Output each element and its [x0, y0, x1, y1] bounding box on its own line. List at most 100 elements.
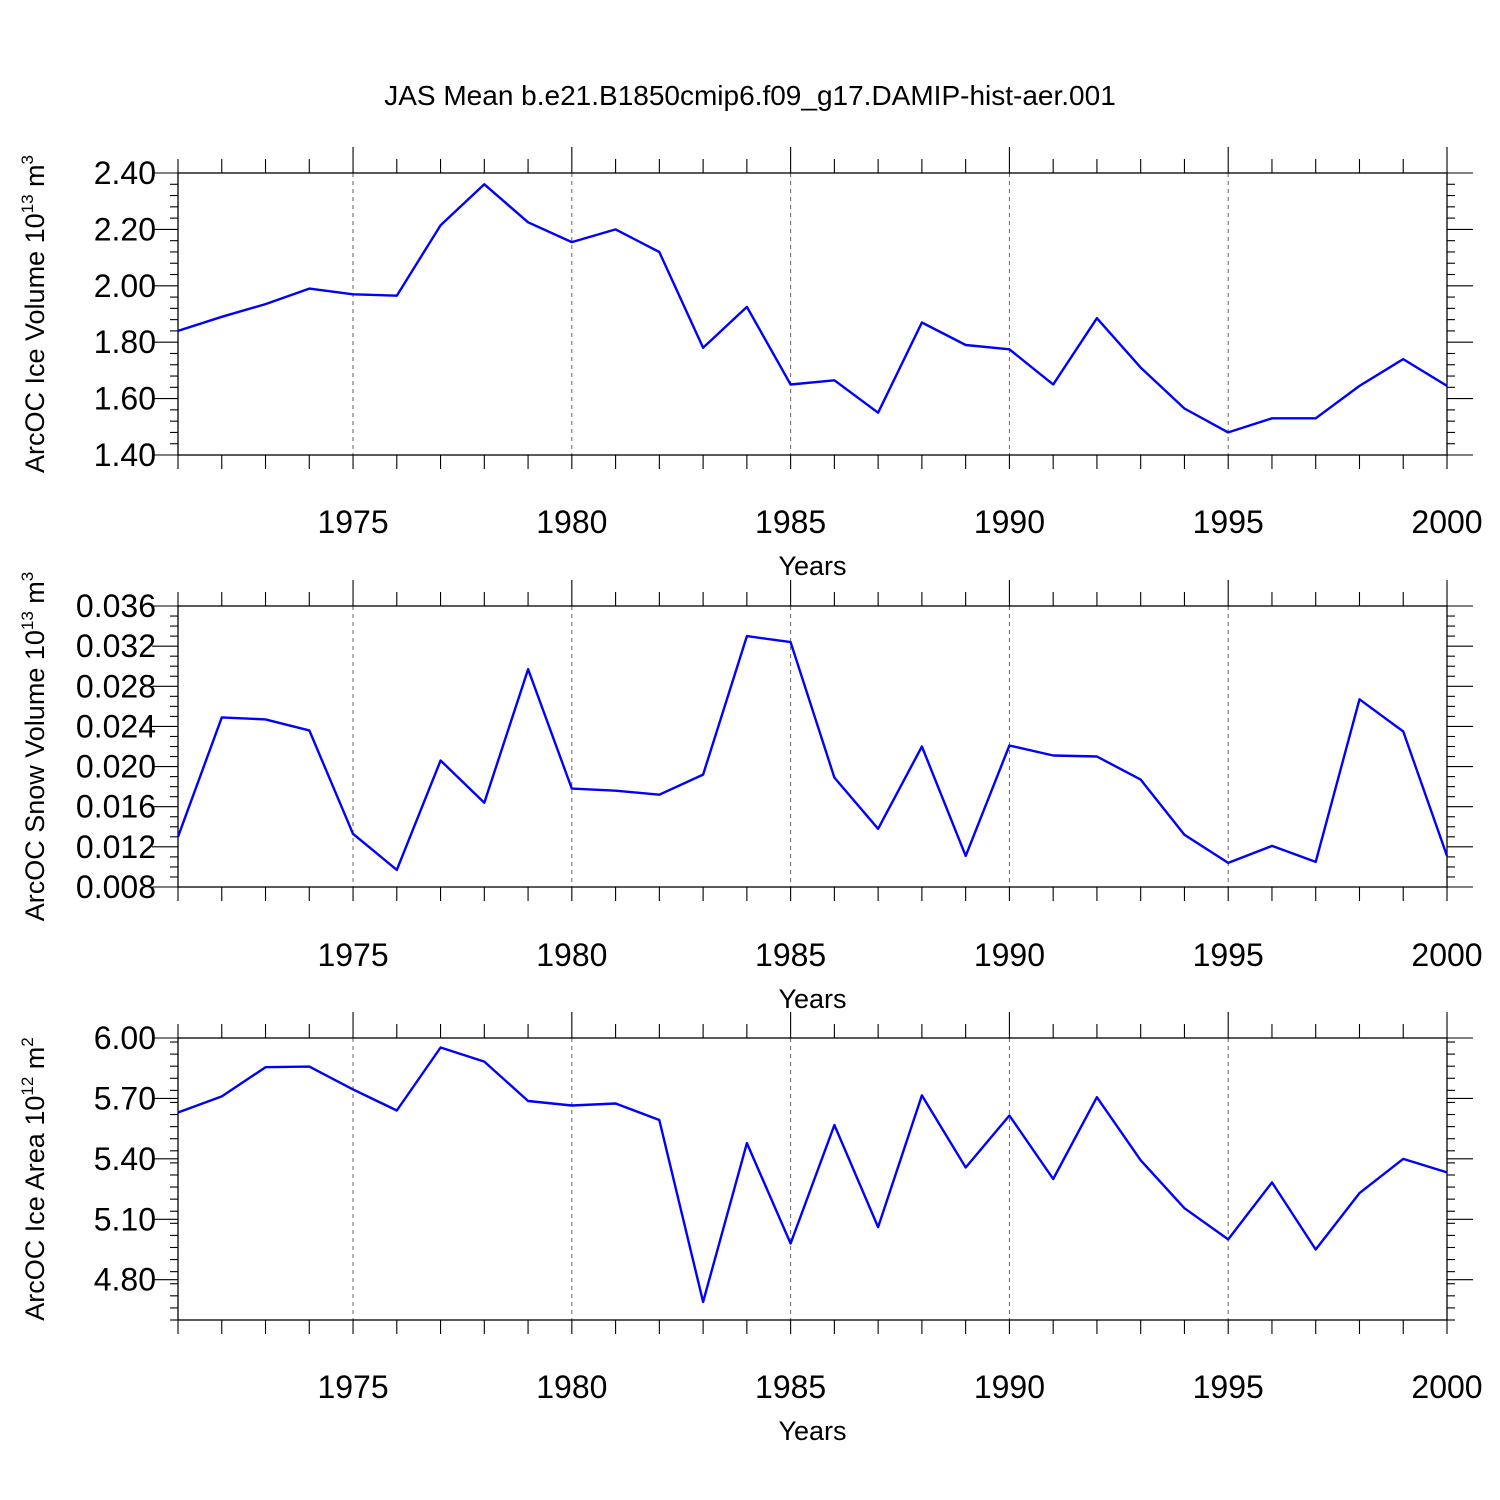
- panel-1: 1975 1980 1985 1990 1995 2000 Years 1.40 1.60 1.8…: [18, 147, 1483, 581]
- data-point: [833, 379, 835, 381]
- data-point: [1096, 755, 1098, 757]
- data-point: [833, 776, 835, 778]
- data-point: [221, 1095, 223, 1097]
- data-point: [702, 347, 704, 349]
- data-point: [1446, 385, 1448, 387]
- data-point: [396, 869, 398, 871]
- plot-frame: [177, 1037, 1448, 1321]
- data-point: [177, 330, 179, 332]
- x-tick-label: 1980: [536, 937, 607, 973]
- series-line: [177, 1046, 1448, 1304]
- data-point: [877, 412, 879, 414]
- y-tick-label: 0.016: [76, 789, 156, 825]
- x-tick-label: 1995: [1193, 1369, 1264, 1405]
- data-point: [658, 1119, 660, 1121]
- y-tick-label: 2.20: [94, 211, 156, 247]
- data-point: [483, 1060, 485, 1062]
- data-point: [702, 1301, 704, 1303]
- x-tick-label: 1990: [974, 1369, 1045, 1405]
- data-point: [1008, 744, 1010, 746]
- data-point: [571, 787, 573, 789]
- y-tick-label: 0.012: [76, 829, 156, 865]
- data-point: [1052, 1178, 1054, 1180]
- data-point: [483, 802, 485, 804]
- data-point: [177, 836, 179, 838]
- figure-title: JAS Mean b.e21.B1850cmip6.f09_g17.DAMIP-…: [384, 80, 1116, 111]
- data-point: [1271, 845, 1273, 847]
- x-tick-label: 2000: [1411, 937, 1482, 973]
- x-tick-label: 1975: [317, 1369, 388, 1405]
- y-tick-label: 5.40: [94, 1141, 156, 1177]
- data-point: [614, 1102, 616, 1104]
- data-point: [1446, 855, 1448, 857]
- data-point: [921, 321, 923, 323]
- panels: 1975 1980 1985 1990 1995 2000 Years 1.40 1.60 1.8…: [18, 147, 1483, 1446]
- data-point: [746, 306, 748, 308]
- data-point: [439, 1046, 441, 1048]
- data-point: [702, 773, 704, 775]
- x-tick-label: 1985: [755, 937, 826, 973]
- x-axis-title: Years: [778, 984, 846, 1014]
- data-point: [1096, 1096, 1098, 1098]
- data-point: [1402, 1158, 1404, 1160]
- x-axis-title: Years: [778, 1416, 846, 1446]
- data-point: [789, 1242, 791, 1244]
- x-tick-label: 1975: [317, 937, 388, 973]
- y-tick-label: 0.024: [76, 708, 156, 744]
- data-point: [833, 1124, 835, 1126]
- y-tick-label: 2.00: [94, 268, 156, 304]
- data-point: [1139, 1159, 1141, 1161]
- data-point: [1271, 417, 1273, 419]
- data-point: [1271, 1181, 1273, 1183]
- data-point: [177, 1111, 179, 1113]
- data-point: [658, 251, 660, 253]
- data-point: [396, 294, 398, 296]
- x-tick-label: 1995: [1193, 504, 1264, 540]
- data-point: [1183, 1207, 1185, 1209]
- data-point: [1183, 407, 1185, 409]
- data-point: [1358, 1192, 1360, 1194]
- data-point: [1358, 385, 1360, 387]
- panel-2: 1975 1980 1985 1990 1995 2000 Years 0.008 0.012 0…: [18, 572, 1483, 1014]
- y-tick-label: 0.036: [76, 588, 156, 624]
- data-point: [1227, 1238, 1229, 1240]
- data-point: [614, 228, 616, 230]
- data-point: [877, 828, 879, 830]
- data-point: [571, 241, 573, 243]
- data-point: [1052, 383, 1054, 385]
- data-point: [1139, 366, 1141, 368]
- y-tick-label: 5.70: [94, 1080, 156, 1116]
- data-point: [439, 759, 441, 761]
- x-tick-label: 2000: [1411, 504, 1482, 540]
- y-tick-label: 1.80: [94, 324, 156, 360]
- data-point: [571, 1104, 573, 1106]
- data-point: [921, 745, 923, 747]
- y-tick-label: 1.40: [94, 437, 156, 473]
- data-point: [352, 1088, 354, 1090]
- y-tick-label: 0.008: [76, 869, 156, 905]
- x-tick-label: 1990: [974, 504, 1045, 540]
- data-point: [1008, 1114, 1010, 1116]
- y-axis-title: ArcOC Snow Volume 1013 m3: [18, 572, 50, 922]
- data-point: [1096, 317, 1098, 319]
- data-point: [1446, 1171, 1448, 1173]
- data-point: [1227, 862, 1229, 864]
- x-tick-label: 1980: [536, 504, 607, 540]
- x-tick-label: 1985: [755, 1369, 826, 1405]
- data-point: [308, 1065, 310, 1067]
- data-point: [439, 224, 441, 226]
- data-point: [964, 855, 966, 857]
- data-point: [221, 716, 223, 718]
- y-tick-label: 6.00: [94, 1020, 156, 1056]
- data-point: [1139, 778, 1141, 780]
- data-point: [1402, 358, 1404, 360]
- y-axis-title: ArcOC Ice Area 1012 m2: [18, 1037, 50, 1321]
- y-tick-label: 5.10: [94, 1201, 156, 1237]
- data-point: [1315, 417, 1317, 419]
- data-point: [1358, 698, 1360, 700]
- y-axis-title: ArcOC Ice Volume 1013 m3: [18, 155, 50, 473]
- x-tick-label: 1980: [536, 1369, 607, 1405]
- data-point: [221, 316, 223, 318]
- y-tick-label: 0.020: [76, 749, 156, 785]
